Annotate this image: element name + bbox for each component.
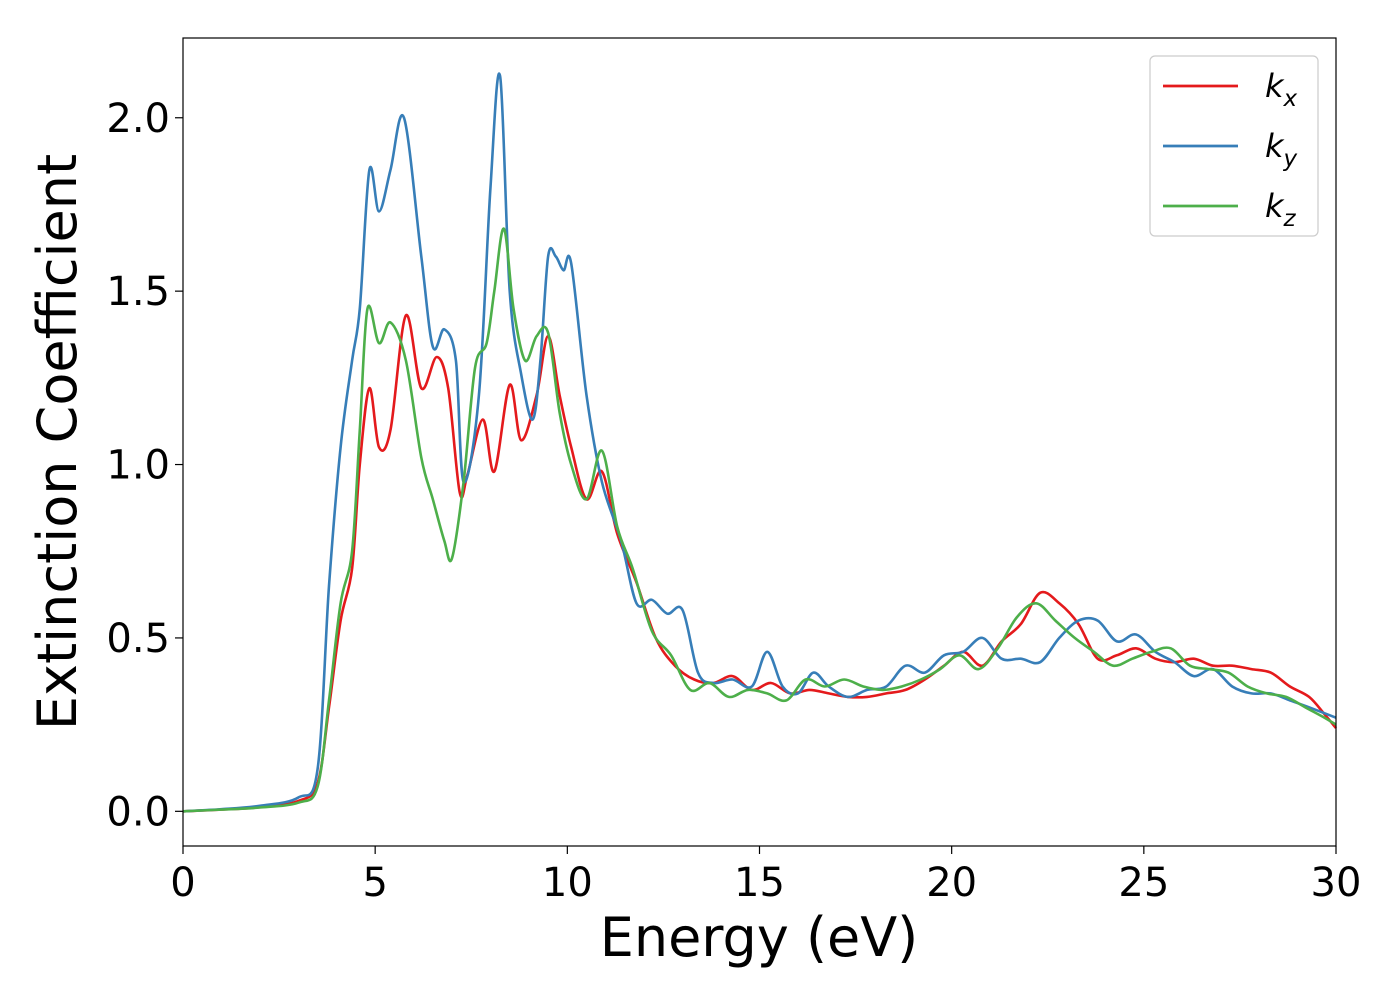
y-tick-label: 1.5: [106, 269, 170, 315]
legend-label-ky: ky: [1265, 127, 1298, 172]
x-tick-label: 10: [542, 860, 593, 906]
series-line-ky: [182, 72, 1337, 813]
y-axis-label: Extinction Coefficient: [26, 154, 89, 730]
plot-background: [183, 38, 1336, 846]
x-tick-label: 25: [1118, 860, 1169, 906]
y-axis-ticks: 0.0 0.5 1.0 1.5 2.0: [106, 96, 183, 835]
x-tick-label: 15: [734, 860, 785, 906]
y-tick-label: 2.0: [106, 96, 170, 142]
series-layer: [182, 72, 1338, 813]
x-tick-label: 5: [362, 860, 387, 906]
y-tick-label: 1.0: [106, 443, 170, 489]
x-tick-label: 0: [170, 860, 195, 906]
series-line-kz: [182, 227, 1337, 813]
y-tick-label: 0.0: [106, 789, 170, 835]
legend-label-kx: kx: [1265, 67, 1298, 112]
x-axis-ticks: 0 5 10 15 20 25 30: [170, 846, 1361, 906]
legend-label-kz: kz: [1265, 187, 1297, 232]
x-tick-label: 20: [926, 860, 977, 906]
x-tick-label: 30: [1311, 860, 1362, 906]
x-axis-label: Energy (eV): [600, 906, 919, 969]
y-tick-label: 0.5: [106, 616, 170, 662]
series-line-kx: [182, 314, 1338, 813]
legend: kx ky kz: [1149, 55, 1319, 237]
